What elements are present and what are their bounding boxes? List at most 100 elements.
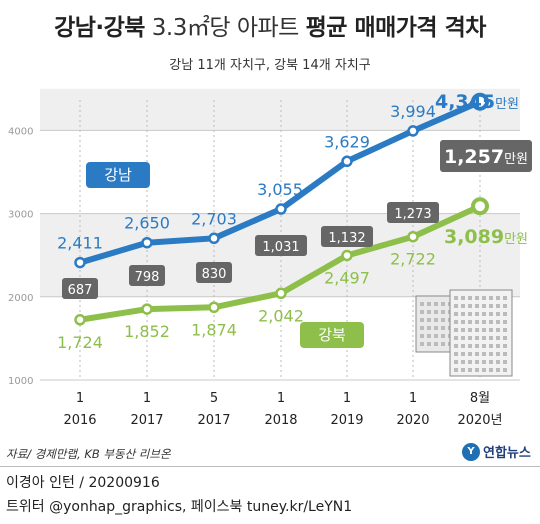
apartment-building-small-window	[434, 302, 438, 306]
apartment-building-large-window	[468, 320, 472, 324]
apartment-building-small-window	[441, 310, 445, 314]
apartment-building-large-window	[503, 352, 507, 356]
gap-label-4: 1,132	[328, 231, 365, 246]
apartment-building-large-window	[475, 352, 479, 356]
apartment-building-small-window	[427, 326, 431, 330]
apartment-building-small-window	[420, 318, 424, 322]
apartment-building-large-window	[475, 360, 479, 364]
apartment-building-large-window	[475, 296, 479, 300]
legend-tag-gangbuk	[300, 322, 364, 348]
footer-divider	[0, 466, 540, 467]
apartment-building-small-window	[420, 310, 424, 314]
ytick-2000: 2000	[8, 293, 33, 304]
apartment-building-large-window	[475, 320, 479, 324]
apartment-building-large-window	[461, 336, 465, 340]
yonhap-logo-mark: Y	[462, 442, 480, 461]
apartment-building-large-window	[489, 352, 493, 356]
xtick-top-1: 1	[143, 391, 151, 406]
gap-box-2	[196, 262, 232, 283]
apartment-building-large-window	[496, 336, 500, 340]
gap-box-3	[255, 235, 307, 256]
gangbuk-value-6: 3,089만원	[444, 226, 528, 248]
apartment-building-large-window	[503, 344, 507, 348]
apartment-building-large-window	[468, 336, 472, 340]
apartment-building-large-window	[489, 328, 493, 332]
xtick-top-5: 1	[409, 391, 417, 406]
apartment-building-large-window	[489, 368, 493, 372]
point-gangbuk-3	[275, 287, 287, 300]
band-4000-top	[40, 88, 520, 131]
apartment-building-small-window	[427, 302, 431, 306]
xtick-bottom-2: 2017	[197, 413, 230, 428]
point-gangbuk-2	[208, 301, 220, 314]
ytick-4000: 4000	[8, 126, 33, 137]
apartment-building-large-window	[489, 304, 493, 308]
point-gangnam-1	[141, 236, 153, 249]
gap-label-5: 1,273	[394, 207, 431, 222]
apartment-building-large-window	[468, 296, 472, 300]
apartment-building-large-window	[496, 304, 500, 308]
apartment-building-small-window	[441, 302, 445, 306]
title-part-1: 강남·강북	[54, 15, 145, 41]
apartment-building-large-window	[482, 344, 486, 348]
apartment-building-large-window	[482, 352, 486, 356]
apartment-building-small-window	[427, 318, 431, 322]
point-gangnam-0	[74, 256, 86, 269]
apartment-building-large-window	[482, 360, 486, 364]
apartment-building-large-window	[496, 352, 500, 356]
ytick-1000: 1000	[8, 376, 33, 387]
apartment-building-large-window	[475, 304, 479, 308]
apartment-building-small-window	[441, 326, 445, 330]
apartment-building-large-window	[468, 360, 472, 364]
gangbuk-value-2: 1,874	[191, 320, 237, 339]
gap-label-3: 1,031	[262, 240, 299, 255]
apartment-building-large-window	[489, 320, 493, 324]
apartment-building-large-window	[496, 312, 500, 316]
apartment-building-large-window	[496, 320, 500, 324]
apartment-building-small-window	[441, 342, 445, 346]
legend-label-gangbuk: 강북	[318, 326, 346, 344]
legend-tag-gangnam	[86, 162, 150, 188]
apartment-building-large-window	[489, 336, 493, 340]
xtick-top-0: 1	[76, 391, 84, 406]
apartment-building-large-window	[503, 360, 507, 364]
line-chart: 1000 2000 3000 4000 1 2016 1 2017 5 2017 1 2018 1 201…	[8, 88, 532, 428]
apartment-building-small-window	[427, 342, 431, 346]
yonhap-logo-text: 연합뉴스	[483, 446, 531, 461]
apartment-building-large-window	[468, 368, 472, 372]
apartment-building-large-window	[454, 360, 458, 364]
apartment-building-large-window	[475, 344, 479, 348]
title-part-2: 3.3㎡당 아파트	[151, 15, 300, 41]
apartment-building-large-window	[454, 320, 458, 324]
apartment-building-large-window	[461, 328, 465, 332]
point-gangnam-6	[471, 92, 489, 111]
xtick-top-3: 1	[277, 391, 285, 406]
gap-label-final: 1,257만원	[444, 146, 528, 168]
point-gangbuk-5	[407, 230, 419, 243]
apartment-building-large-window	[496, 296, 500, 300]
xtick-top-2: 5	[210, 391, 218, 406]
apartment-building-small-window	[434, 310, 438, 314]
apartment-building-large-window	[454, 328, 458, 332]
gangbuk-value-3: 2,042	[258, 306, 304, 325]
apartment-building-large-window	[482, 328, 486, 332]
apartment-building-large-window	[475, 328, 479, 332]
apartment-building-large-window	[461, 320, 465, 324]
apartment-building-large-window	[482, 336, 486, 340]
apartment-building-small-window	[427, 310, 431, 314]
apartment-building-large	[449, 289, 513, 377]
gap-label-1: 798	[135, 270, 160, 285]
gap-box-1	[129, 265, 165, 286]
apartment-building-large-window	[482, 304, 486, 308]
apartment-building-large-window	[468, 352, 472, 356]
apartment-building-small-window	[420, 342, 424, 346]
apartment-building-large-window	[468, 304, 472, 308]
apartment-building-large-window	[454, 352, 458, 356]
apartment-building-large-window	[482, 320, 486, 324]
apartment-building-small-window	[434, 326, 438, 330]
source-note: 자료/ 경제만랩, KB 부동산 리브온	[6, 447, 171, 461]
gap-label-2: 830	[202, 267, 227, 282]
gap-box-final	[440, 140, 532, 172]
apartment-building-large-window	[461, 344, 465, 348]
apartment-building-large-window	[454, 312, 458, 316]
